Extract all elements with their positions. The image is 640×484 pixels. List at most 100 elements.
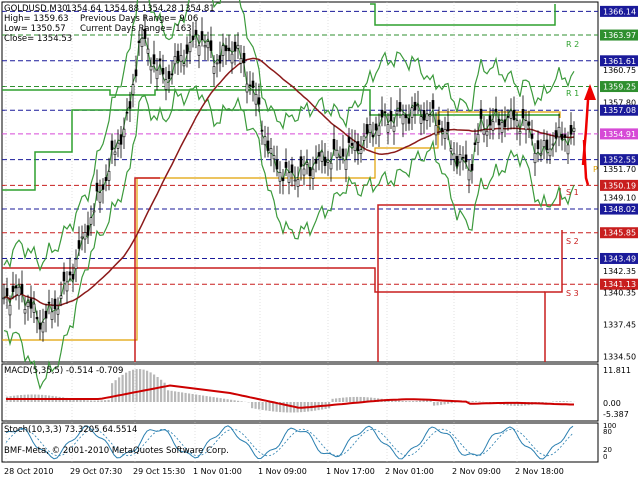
- candle-body: [258, 98, 260, 104]
- candle-body: [63, 272, 65, 281]
- macd-bar: [136, 369, 138, 402]
- candle-body: [162, 68, 164, 74]
- candle-body: [552, 144, 554, 145]
- candle-body: [102, 185, 104, 190]
- candle-body: [390, 111, 392, 121]
- macd-bar: [332, 399, 334, 402]
- candle-body: [273, 156, 275, 159]
- time-label-0: 28 Oct 2010: [4, 467, 53, 476]
- price-tag: 1343.49: [603, 254, 636, 263]
- macd-bar: [83, 400, 85, 402]
- time-label-6: 2 Nov 01:00: [385, 467, 434, 476]
- candle-body: [447, 122, 449, 131]
- candle-body: [537, 141, 539, 149]
- low-label: Low= 1350.57: [4, 24, 66, 34]
- candle-body: [150, 66, 152, 70]
- candle-body: [504, 120, 506, 127]
- candle-body: [369, 124, 371, 132]
- candle-body: [498, 119, 500, 125]
- candle-body: [198, 46, 200, 55]
- time-label-4: 1 Nov 09:00: [258, 467, 307, 476]
- price-tick: 1334.50: [603, 353, 636, 362]
- macd-bar: [290, 402, 292, 412]
- candle-body: [360, 150, 362, 154]
- candle-body: [462, 157, 464, 158]
- price-tag: 1361.61: [603, 57, 636, 66]
- macd-bar: [97, 400, 99, 402]
- candle-body: [333, 139, 335, 149]
- macd-bar: [419, 401, 421, 402]
- candle-body: [480, 109, 482, 118]
- candle-body: [519, 131, 521, 133]
- macd-bar: [255, 402, 257, 409]
- candle-body: [513, 110, 515, 120]
- macd-bar: [262, 402, 264, 410]
- candle-body: [177, 51, 179, 61]
- macd-bar: [398, 401, 400, 402]
- stoch-label: Stoch(10,3,3) 73.3205 64.5514: [4, 425, 137, 435]
- symbol-label: GOLDUSD,M30: [4, 4, 68, 14]
- candle-body: [441, 128, 443, 131]
- macd-bar: [111, 383, 113, 402]
- macd-bar: [405, 401, 407, 402]
- candle-body: [243, 53, 245, 63]
- candle-body: [276, 160, 278, 169]
- candle-body: [345, 160, 347, 170]
- candle-body: [570, 125, 572, 134]
- candle-body: [135, 70, 137, 76]
- candle-body: [510, 111, 512, 118]
- stoch-tick-1: 80: [603, 428, 612, 436]
- candle-body: [222, 46, 224, 56]
- candle-body: [327, 160, 329, 162]
- macd-bar: [188, 393, 190, 402]
- candle-body: [375, 124, 377, 130]
- macd-bar: [286, 402, 288, 412]
- macd-bar: [241, 401, 243, 402]
- candle-body: [219, 56, 221, 64]
- candle-body: [189, 43, 191, 52]
- candle-body: [216, 63, 218, 64]
- high-label: High= 1359.63: [4, 14, 69, 24]
- candle-body: [294, 180, 296, 181]
- candle-body: [45, 311, 47, 318]
- macd-bar: [181, 392, 183, 402]
- macd-bar: [472, 401, 474, 402]
- macd-bar: [167, 390, 169, 402]
- candle-body: [15, 286, 17, 288]
- price-tick: 1342.35: [603, 267, 636, 276]
- candle-body: [132, 85, 134, 95]
- macd-bar: [269, 402, 271, 411]
- macd-bar: [353, 397, 355, 402]
- candle-body: [75, 259, 77, 269]
- macd-bar: [227, 399, 229, 402]
- candle-body: [90, 218, 92, 225]
- candle-body: [486, 131, 488, 135]
- candle-body: [468, 170, 470, 180]
- macd-bar: [129, 371, 131, 402]
- candle-body: [444, 129, 446, 138]
- candle-body: [489, 116, 491, 125]
- candle-body: [282, 178, 284, 181]
- candle-body: [114, 152, 116, 155]
- candle-body: [66, 282, 68, 291]
- candle-body: [108, 171, 110, 180]
- candle-body: [372, 135, 374, 137]
- price-tag: 1359.25: [603, 83, 636, 92]
- macd-bar: [360, 397, 362, 402]
- candle-body: [507, 116, 509, 117]
- candle-body: [171, 74, 173, 75]
- macd-tick-1: 0.00: [603, 399, 621, 408]
- candle-body: [288, 173, 290, 183]
- candle-body: [6, 288, 8, 295]
- pivot-label-2: P: [593, 165, 598, 174]
- candle-body: [456, 156, 458, 166]
- candle-body: [312, 169, 314, 178]
- macd-bar: [192, 394, 194, 402]
- macd-bar: [125, 373, 127, 402]
- candle-body: [21, 284, 23, 293]
- candle-body: [363, 136, 365, 140]
- candle-body: [366, 124, 368, 133]
- macd-bar: [234, 400, 236, 402]
